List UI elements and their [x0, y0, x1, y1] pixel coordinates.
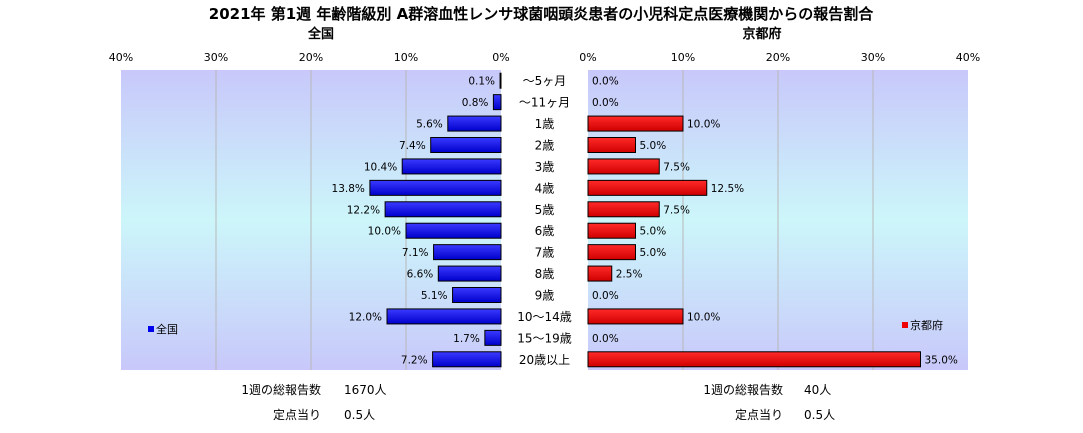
category-label: 8歳: [535, 267, 555, 281]
left-data-label: 10.0%: [368, 226, 401, 238]
left-bar: [369, 179, 502, 196]
category-label: 5歳: [535, 203, 555, 217]
right-x-tick-label: 20%: [766, 51, 790, 64]
left-bar: [432, 351, 502, 368]
left-data-label: 10.4%: [364, 161, 397, 173]
right-data-label: 0.0%: [592, 333, 619, 345]
right-per-sentinel-value: 0.5人: [804, 408, 835, 422]
category-label: 2歳: [535, 139, 555, 153]
right-data-label: 0.0%: [592, 290, 619, 302]
left-bar: [430, 137, 502, 153]
category-label: 15〜19歳: [517, 331, 572, 345]
left-bar: [447, 115, 502, 132]
category-label: 〜11ヶ月: [519, 96, 570, 110]
right-x-tick-label: 10%: [671, 51, 695, 64]
right-total-reports-label: 1週の総報告数: [703, 382, 783, 397]
category-label: 20歳以上: [519, 353, 570, 367]
right-legend-label: 京都府: [910, 318, 943, 332]
category-label: 9歳: [535, 289, 555, 303]
left-data-label: 13.8%: [332, 183, 365, 195]
right-bar: [587, 137, 636, 153]
left-data-label: 6.6%: [407, 269, 434, 281]
chart-title: 2021年 第1週 年齢階級別 A群溶血性レンサ球菌咽頭炎患者の小児科定点医療機…: [209, 5, 874, 23]
right-data-label: 2.5%: [616, 269, 643, 281]
left-bar: [386, 308, 502, 325]
left-legend-label: 全国: [156, 322, 178, 336]
left-x-tick-label: 30%: [204, 51, 228, 64]
left-bar: [499, 72, 502, 89]
left-data-label: 7.4%: [399, 140, 426, 152]
right-bar: [587, 158, 660, 175]
left-x-tick-label: 20%: [299, 51, 323, 64]
category-label: 3歳: [535, 160, 555, 174]
right-data-label: 5.0%: [640, 247, 667, 259]
right-bar: [587, 222, 636, 239]
right-legend: 京都府: [902, 318, 943, 332]
right-bar: [587, 179, 708, 196]
right-data-label: 0.0%: [592, 97, 619, 109]
left-data-label: 5.6%: [416, 119, 443, 131]
right-bar: [587, 244, 636, 261]
left-bar: [405, 222, 502, 239]
left-data-label: 5.1%: [421, 290, 448, 302]
left-data-label: 1.7%: [453, 333, 480, 345]
right-data-label: 0.0%: [592, 76, 619, 88]
right-x-tick-label: 40%: [956, 51, 980, 64]
right-data-label: 7.5%: [663, 204, 690, 216]
left-bar: [401, 158, 502, 175]
left-chart-title: 全国: [307, 26, 334, 42]
left-per-sentinel-value: 0.5人: [344, 408, 375, 422]
left-bar: [492, 94, 502, 111]
left-x-tick-label: 10%: [394, 51, 418, 64]
left-bar: [437, 265, 502, 282]
right-data-label: 5.0%: [640, 140, 667, 152]
right-chart-title: 京都府: [742, 26, 781, 42]
left-data-label: 7.1%: [402, 247, 429, 259]
left-data-label: 0.1%: [468, 76, 495, 88]
left-data-label: 7.2%: [401, 354, 428, 366]
right-bar: [587, 351, 921, 368]
left-data-label: 12.2%: [347, 204, 380, 216]
category-label: 1歳: [535, 117, 555, 131]
right-data-label: 5.0%: [640, 226, 667, 238]
left-bar: [433, 244, 502, 261]
right-x-tick-label: 30%: [861, 51, 885, 64]
right-data-label: 7.5%: [663, 161, 690, 173]
left-legend-swatch: [148, 326, 154, 332]
category-label: 〜5ヶ月: [523, 74, 567, 88]
right-data-label: 35.0%: [925, 354, 958, 366]
right-total-reports-value: 40人: [804, 383, 831, 397]
right-bar: [587, 201, 660, 218]
left-bar: [484, 329, 502, 346]
left-bar: [452, 287, 502, 303]
category-label: 6歳: [535, 224, 555, 238]
left-x-tick-label: 0%: [492, 51, 509, 64]
right-bar: [587, 265, 613, 282]
right-data-label: 10.0%: [687, 119, 720, 131]
right-per-sentinel-label: 定点当り: [735, 407, 783, 422]
left-data-label: 12.0%: [349, 311, 382, 323]
left-x-tick-label: 40%: [109, 51, 133, 64]
right-stats: 1週の総報告数 40人 定点当り 0.5人: [703, 382, 835, 422]
left-legend: 全国: [148, 322, 178, 336]
right-x-tick-label: 0%: [579, 51, 596, 64]
right-data-label: 10.0%: [687, 311, 720, 323]
left-per-sentinel-label: 定点当り: [273, 407, 321, 422]
right-legend-swatch: [902, 322, 908, 328]
right-bar: [587, 115, 684, 132]
left-bar: [384, 201, 502, 218]
category-label: 10〜14歳: [517, 310, 572, 324]
left-total-reports-label: 1週の総報告数: [241, 382, 321, 397]
right-bar: [587, 308, 684, 325]
category-label: 4歳: [535, 181, 555, 195]
left-data-label: 0.8%: [462, 97, 489, 109]
right-data-label: 12.5%: [711, 183, 744, 195]
category-label: 7歳: [535, 246, 555, 260]
left-stats: 1週の総報告数 1670人 定点当り 0.5人: [241, 382, 386, 422]
left-total-reports-value: 1670人: [344, 383, 387, 397]
